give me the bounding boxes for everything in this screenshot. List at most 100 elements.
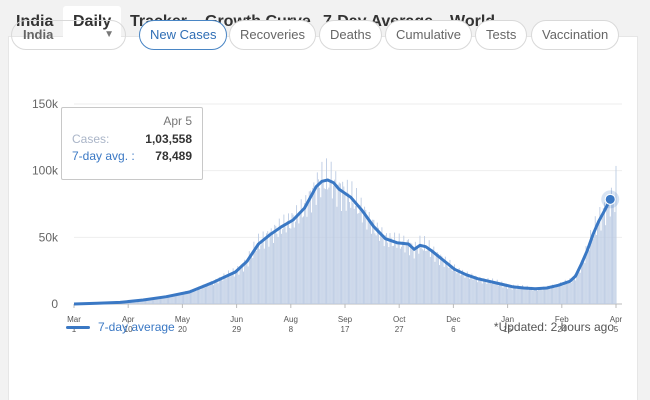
daily-case-bar <box>479 276 481 304</box>
daily-case-bar <box>563 283 565 304</box>
daily-case-bar <box>533 288 535 304</box>
daily-case-bar <box>553 287 555 304</box>
daily-case-bar <box>507 288 509 304</box>
daily-case-bar <box>612 194 613 304</box>
daily-case-bar <box>263 248 265 304</box>
daily-case-bar <box>564 279 566 304</box>
daily-case-bar <box>534 287 536 304</box>
x-tick-day: 17 <box>341 325 350 334</box>
daily-case-bar <box>572 276 574 304</box>
daily-case-bar <box>298 223 300 304</box>
daily-case-bar <box>316 172 318 304</box>
daily-case-bar <box>452 268 454 304</box>
daily-case-bar <box>613 203 615 304</box>
daily-case-bar <box>592 238 594 304</box>
chart-tooltip: Apr 5 Cases: 1,03,558 7-day avg. : 78,48… <box>61 107 203 180</box>
daily-case-bar <box>191 292 193 304</box>
daily-case-bar <box>166 296 168 304</box>
daily-case-bar <box>449 259 451 304</box>
x-tick-month: Jun <box>230 315 243 324</box>
daily-case-bar <box>597 227 598 304</box>
filter-pill-new-cases[interactable]: New Cases <box>139 20 228 50</box>
daily-case-bar <box>560 282 562 304</box>
daily-case-bar <box>303 216 304 304</box>
daily-case-bar <box>320 197 322 304</box>
daily-case-bar <box>259 249 261 304</box>
daily-case-bar <box>488 280 490 304</box>
daily-case-bar <box>365 209 367 304</box>
daily-case-bar <box>427 248 429 304</box>
daily-case-bar <box>433 246 435 304</box>
daily-case-bar <box>209 284 211 304</box>
daily-case-bar <box>240 264 242 304</box>
daily-case-bar <box>230 276 232 304</box>
daily-case-bar <box>323 188 325 304</box>
daily-case-bar <box>262 231 264 304</box>
daily-case-bar <box>450 266 452 304</box>
filter-pill-tests[interactable]: Tests <box>475 20 528 50</box>
daily-case-bar <box>229 276 231 304</box>
daily-case-bar <box>218 277 220 304</box>
filter-pill-deaths[interactable]: Deaths <box>319 20 383 50</box>
x-tick-month: Apr <box>122 315 135 324</box>
daily-case-bar <box>217 283 219 304</box>
daily-case-bar <box>561 283 563 304</box>
daily-case-bar <box>196 289 198 304</box>
daily-case-bar <box>454 264 456 304</box>
daily-case-bar <box>576 273 578 304</box>
daily-case-bar <box>481 283 483 304</box>
daily-case-bar <box>431 252 432 304</box>
daily-case-bar <box>260 245 262 304</box>
tooltip-cases-label: Cases: <box>72 132 110 146</box>
daily-case-bar <box>234 272 236 304</box>
daily-case-bar <box>275 225 277 304</box>
daily-case-bar <box>387 242 389 304</box>
daily-case-bar <box>552 284 554 304</box>
daily-case-bar <box>401 246 402 304</box>
daily-case-bar <box>579 272 581 304</box>
daily-case-bar <box>148 299 150 304</box>
daily-case-bar <box>432 249 434 304</box>
daily-case-bar <box>530 287 532 304</box>
daily-case-bar <box>292 214 294 304</box>
daily-case-bar <box>403 235 405 304</box>
daily-case-bar <box>334 179 336 304</box>
daily-case-bar <box>591 240 593 304</box>
daily-case-bar <box>172 294 174 304</box>
daily-case-bar <box>151 298 153 304</box>
daily-case-bar <box>187 293 189 304</box>
daily-case-bar <box>580 260 582 304</box>
daily-case-bar <box>301 217 303 304</box>
daily-case-bar <box>200 289 202 304</box>
daily-case-bar <box>319 187 321 304</box>
filter-pill-cumulative[interactable]: Cumulative <box>385 20 473 50</box>
daily-case-bar <box>554 288 556 304</box>
daily-case-bar <box>202 284 204 304</box>
daily-case-bar <box>161 298 163 304</box>
daily-case-bar <box>186 293 188 304</box>
daily-case-bar <box>140 300 142 304</box>
daily-case-bar <box>531 286 533 304</box>
daily-case-bar <box>439 265 441 304</box>
filter-pill-recoveries[interactable]: Recoveries <box>229 20 317 50</box>
daily-case-bar <box>457 269 459 304</box>
daily-case-bar <box>203 286 205 304</box>
daily-case-bar <box>447 266 449 304</box>
daily-case-bar <box>501 281 503 304</box>
daily-case-bar <box>150 298 152 304</box>
daily-case-bar <box>556 284 558 304</box>
daily-case-bar <box>461 274 462 304</box>
daily-case-bar <box>222 280 224 304</box>
daily-case-bar <box>395 243 397 304</box>
region-select[interactable]: India ▼ <box>11 20 126 50</box>
daily-case-bar <box>583 259 585 304</box>
y-tick-label: 150k <box>32 97 59 111</box>
filter-pill-vaccination[interactable]: Vaccination <box>531 20 620 50</box>
daily-case-bar <box>216 280 218 304</box>
daily-case-bar <box>377 227 379 304</box>
daily-case-bar <box>357 213 359 304</box>
tooltip-avg-label: 7-day avg. : <box>72 149 135 163</box>
daily-case-bar <box>374 233 376 304</box>
chart-legend[interactable]: 7-day average <box>66 320 175 334</box>
x-tick-day: 8 <box>289 325 294 334</box>
